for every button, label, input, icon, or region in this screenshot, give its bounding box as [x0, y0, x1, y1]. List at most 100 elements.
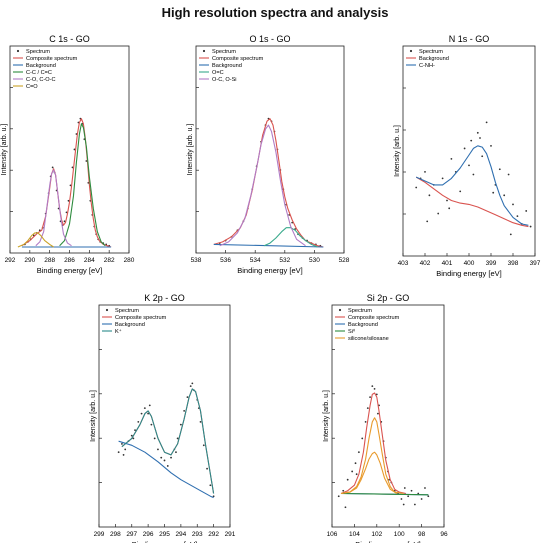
data-point	[148, 404, 151, 407]
panel-title: O 1s - GO	[249, 34, 290, 44]
series-spectrum	[23, 117, 111, 247]
x-tick-label: 290	[24, 257, 35, 264]
x-axis-label: Binding energy [eV]	[237, 266, 302, 275]
data-point	[69, 184, 72, 187]
x-axis-label: Binding energy [eV]	[436, 269, 501, 278]
x-tick-label: 397	[530, 260, 541, 267]
legend-marker	[338, 308, 342, 312]
legend-entry: Composite spectrum	[212, 56, 264, 62]
x-tick-label: 401	[442, 260, 453, 267]
data-point	[424, 487, 426, 489]
series-background-line	[118, 440, 214, 499]
series-si-line	[340, 492, 429, 496]
series-c-c-c-c-line	[59, 123, 106, 247]
legend-entry: Background	[212, 63, 242, 69]
series-o-c-line	[263, 227, 318, 248]
series-spectrum	[218, 117, 322, 247]
data-point	[415, 186, 418, 189]
data-point	[212, 495, 215, 498]
data-point	[73, 148, 76, 151]
x-tick-label: 299	[94, 531, 105, 538]
data-point	[373, 387, 376, 390]
panel-o-1s-go: O 1s - GO 538 536 534 532 530 528 Binding energ…	[187, 34, 350, 275]
legend-entry: Background	[348, 322, 378, 328]
plot-frame	[331, 304, 445, 528]
y-axis-label: Intensity [arb. u.]	[394, 125, 401, 177]
series-o-c-o-si-line	[219, 124, 306, 247]
series-composite-spectrum-line	[21, 118, 112, 248]
data-point	[176, 437, 179, 440]
legend-entry: Spectrum	[419, 49, 443, 55]
legend-marker	[202, 49, 206, 53]
x-tick-label: 297	[126, 531, 137, 538]
data-point	[121, 443, 123, 445]
series-composite-spectrum-line	[213, 118, 324, 248]
x-tick-label: 400	[464, 260, 475, 267]
data-point	[463, 147, 466, 150]
x-tick-label: 530	[309, 257, 320, 264]
data-point	[485, 121, 488, 124]
legend-entry: Spectrum	[115, 308, 139, 314]
series-silicone-siloxane-line	[340, 417, 404, 495]
y-axis-label: Intensity [arb. u.]	[1, 124, 8, 176]
data-point	[470, 139, 473, 142]
data-point	[202, 444, 205, 447]
data-point	[507, 173, 510, 176]
data-point	[357, 451, 360, 454]
x-tick-label: 280	[124, 257, 135, 264]
series-c-o-c-o-c-line	[35, 169, 72, 247]
x-tick-label: 296	[143, 531, 154, 538]
data-point	[147, 412, 150, 415]
legend-entry: Spectrum	[348, 308, 372, 314]
data-point	[344, 506, 347, 509]
data-point	[516, 215, 519, 218]
data-point	[503, 194, 506, 197]
data-point	[498, 168, 501, 171]
legend-marker	[16, 49, 20, 53]
data-point	[490, 144, 492, 147]
x-tick-label: 98	[418, 531, 426, 538]
legend-entry: C-NH-	[419, 63, 435, 69]
legend-entry: Composite spectrum	[348, 315, 400, 321]
x-tick-label: 288	[44, 257, 55, 264]
data-point	[479, 137, 481, 139]
data-point	[375, 393, 378, 396]
x-tick-label: 298	[110, 531, 121, 538]
series-composite-spectrum-line	[340, 392, 407, 495]
data-point	[529, 225, 532, 228]
legend-entry: C-C / C=C	[26, 70, 52, 76]
x-tick-label: 399	[486, 260, 497, 267]
data-point	[51, 166, 54, 169]
legend-entry: C=O	[26, 84, 38, 90]
data-point	[400, 498, 403, 500]
legend-entry: K⁺	[115, 328, 122, 335]
data-point	[157, 448, 159, 451]
data-point	[71, 166, 74, 169]
x-tick-label: 528	[339, 257, 350, 264]
series-c-o-line	[17, 232, 54, 248]
x-tick-label: 292	[5, 257, 16, 264]
data-point	[512, 203, 514, 206]
y-axis-label: Intensity [arb. u.]	[187, 124, 194, 176]
series-c-nh-line	[415, 145, 529, 226]
data-point	[426, 220, 429, 223]
x-tick-label: 282	[104, 257, 115, 264]
data-point	[476, 131, 479, 134]
data-point	[63, 220, 66, 223]
x-tick-label: 532	[279, 257, 290, 264]
data-point	[450, 157, 453, 160]
x-tick-label: 403	[398, 260, 409, 267]
series-spectrum	[117, 382, 215, 498]
data-point	[65, 211, 68, 214]
series-component-5-line	[340, 451, 398, 495]
data-point	[143, 407, 146, 410]
data-point	[446, 199, 448, 202]
data-point	[199, 420, 202, 423]
data-point	[175, 451, 177, 454]
panel-si-2p-go: Si 2p - GO 106 104 102 100 98 96 Binding energy…	[323, 293, 448, 543]
panel-c-1s-go: C 1s - GO 292 290 288 286 284 282 280 Binding en…	[1, 34, 135, 275]
